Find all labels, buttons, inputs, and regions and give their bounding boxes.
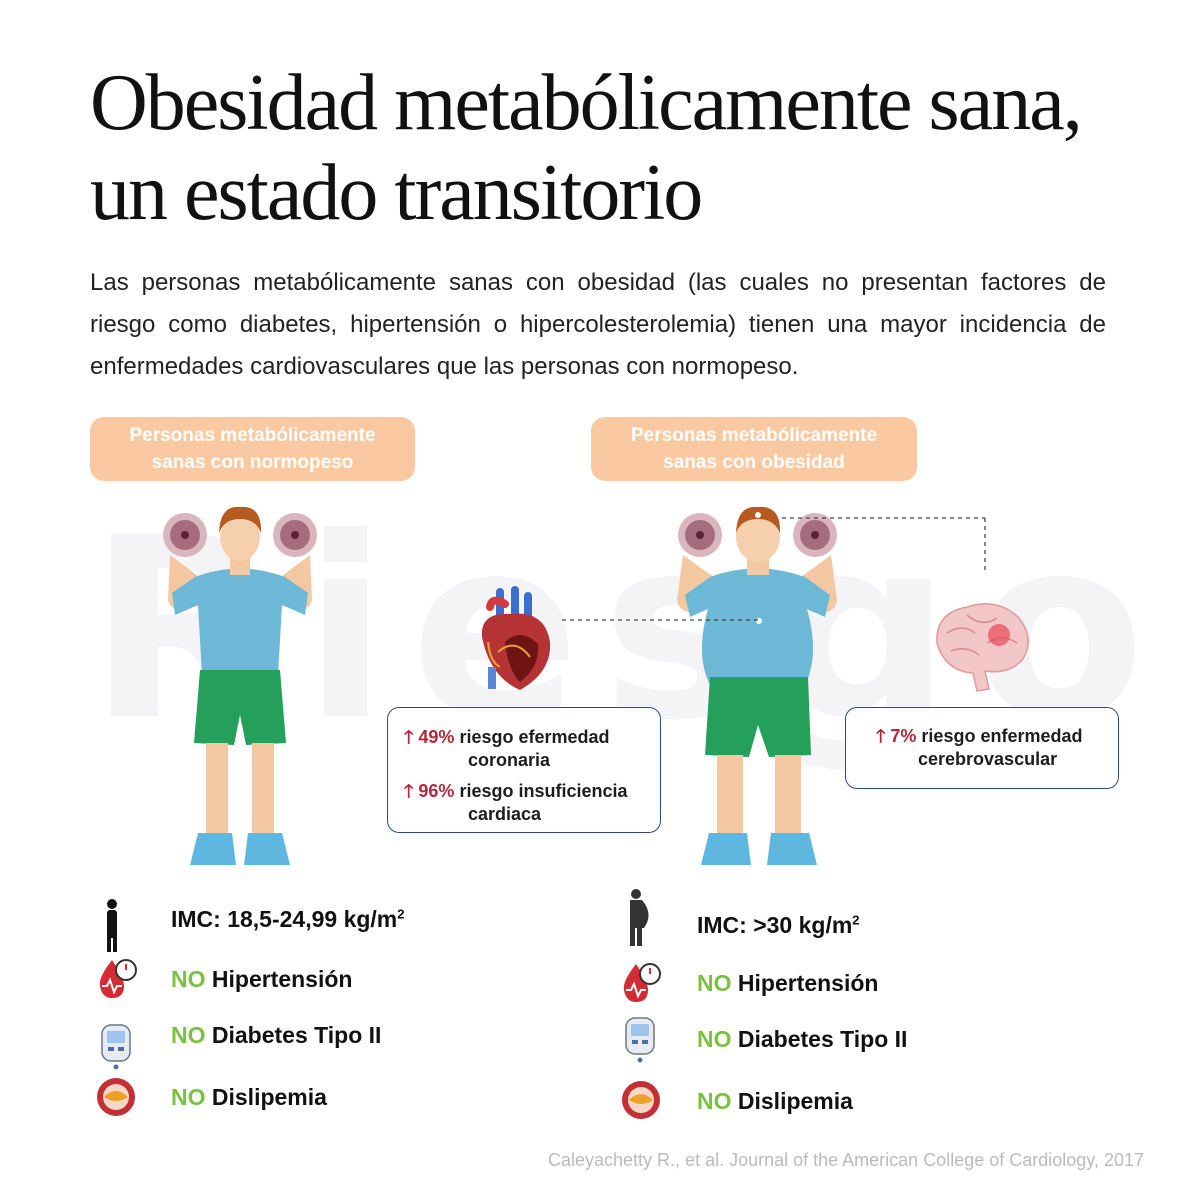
- risk-box-cardiac: 🡑 49% riesgo efermedad coronaria 🡑 96% r…: [387, 707, 661, 833]
- heart-failure-risk-percent: 96%: [418, 781, 455, 801]
- label-pill-obese: Personas metabólicamente sanas con obesid…: [591, 417, 917, 481]
- artery-cholesterol-icon: [97, 1078, 135, 1116]
- connector-lines: [562, 517, 986, 621]
- right-dumbbell-icon: [273, 513, 317, 557]
- heart-icon: [481, 586, 551, 690]
- heart-failure-risk-text-1: riesgo insuficiencia: [459, 781, 628, 801]
- source-citation: Caleyachetty R., et al. Journal of the A…: [548, 1150, 1144, 1170]
- pill-normal-line1: Personas metabólicamente: [129, 425, 376, 446]
- person-silhouette-icon: [107, 899, 117, 952]
- imc-normal: IMC: 18,5-24,99 kg/m2: [171, 906, 405, 932]
- artery-cholesterol-icon: [622, 1081, 660, 1119]
- blood-pressure-icon: [99, 959, 137, 998]
- dislipemia-obese: NO Dislipemia: [697, 1088, 853, 1114]
- cerebro-risk-text-2: cerebrovascular: [918, 749, 1058, 769]
- diabetes-obese: NO Diabetes Tipo II: [697, 1026, 908, 1052]
- pill-normal-line2: sanas con normopeso: [151, 452, 354, 473]
- person-obese-silhouette-icon: [630, 889, 649, 946]
- brain-icon: [936, 603, 1029, 692]
- up-arrow-icon: 🡑: [876, 726, 886, 746]
- right-dumbbell-icon: [793, 513, 837, 557]
- left-dumbbell-icon: [163, 513, 207, 557]
- dislipemia-normal: NO Dislipemia: [171, 1084, 327, 1110]
- up-arrow-icon: 🡑: [404, 781, 414, 801]
- glucometer-icon: [101, 1024, 131, 1070]
- hipertension-obese: NO Hipertensión: [697, 970, 879, 996]
- heart-failure-risk-text-2: cardiaca: [468, 804, 542, 824]
- diabetes-normal: NO Diabetes Tipo II: [171, 1022, 382, 1048]
- pill-obese-line1: Personas metabólicamente: [630, 425, 878, 446]
- coronary-risk-percent: 49%: [418, 727, 455, 747]
- glucometer-icon: [625, 1017, 655, 1063]
- coronary-risk-text-2: coronaria: [468, 750, 551, 770]
- imc-obese: IMC: >30 kg/m2: [697, 912, 860, 938]
- cerebro-risk-text-1: riesgo enfermedad: [921, 726, 1083, 746]
- cerebro-risk-percent: 7%: [890, 726, 917, 746]
- hipertension-normal: NO Hipertensión: [171, 966, 353, 992]
- up-arrow-icon: 🡑: [404, 727, 414, 747]
- page-title: Obesidad metabólicamente sana, un estado…: [90, 59, 1083, 237]
- left-dumbbell-icon: [678, 513, 722, 557]
- label-pill-normal: Personas metabólicamente sanas con normop…: [90, 417, 415, 481]
- risk-box-cerebrovascular: 🡑 7% riesgo enfermedad cerebrovascular: [845, 707, 1119, 789]
- coronary-risk-text-1: riesgo efermedad: [459, 727, 610, 747]
- normal-weight-man-illustration: [163, 506, 317, 865]
- pill-obese-line2: sanas con obesidad: [663, 452, 845, 473]
- intro-paragraph: Las personas metabólicamente sanas con o…: [90, 269, 1106, 380]
- blood-pressure-icon: [623, 963, 661, 1002]
- obese-man-illustration: [677, 506, 837, 865]
